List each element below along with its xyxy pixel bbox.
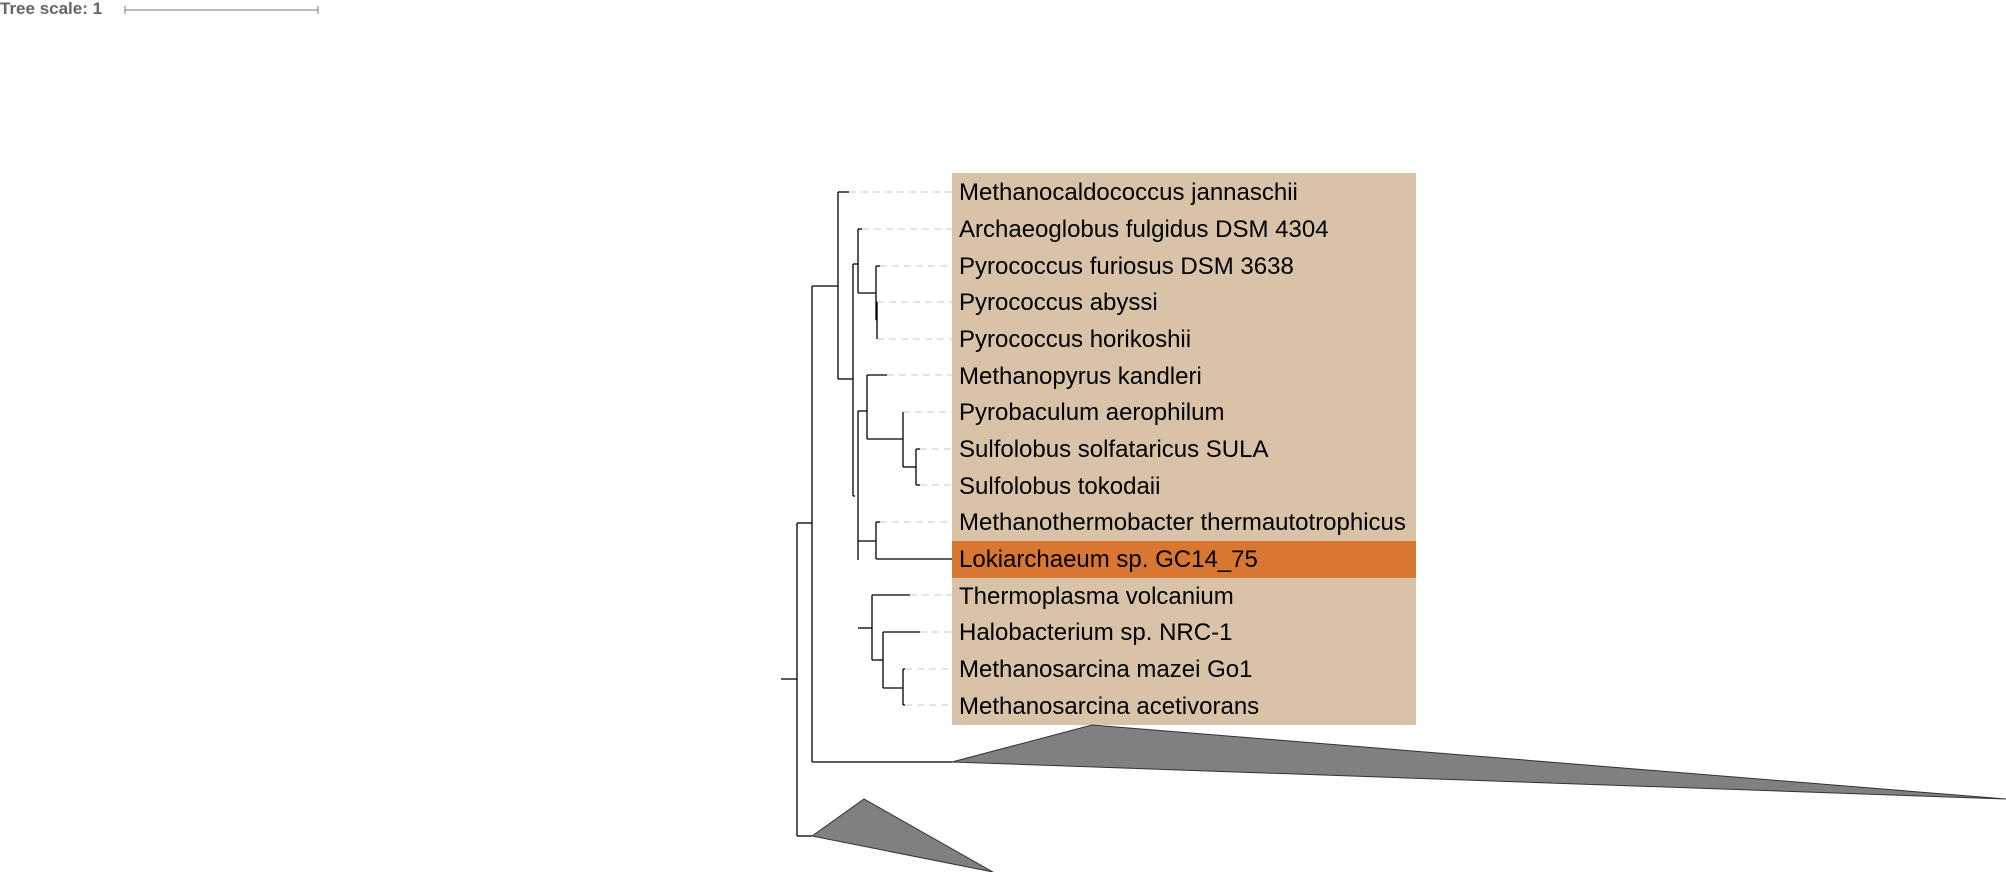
clade-color-band	[952, 173, 1416, 725]
leaf-labels: Methanocaldococcus jannaschii Archaeoglo…	[959, 179, 1406, 720]
leaf-label[interactable]: Sulfolobus tokodaii	[959, 473, 1160, 500]
leaf-label[interactable]: Sulfolobus solfataricus SULA	[959, 436, 1269, 463]
leaf-label[interactable]: Pyrobaculum aerophilum	[959, 399, 1224, 426]
leaf-label[interactable]: Methanosarcina mazei Go1	[959, 656, 1252, 683]
leaf-label[interactable]: Pyrococcus furiosus DSM 3638	[959, 253, 1294, 280]
leaf-label[interactable]: Methanothermobacter thermautotrophicus	[959, 509, 1406, 536]
collapsed-clade-large[interactable]	[951, 724, 2006, 800]
leaf-label[interactable]: Thermoplasma volcanium	[959, 583, 1234, 610]
tree-scale-bar	[124, 6, 319, 14]
leaf-label[interactable]: Methanocaldococcus jannaschii	[959, 179, 1298, 206]
leaf-label[interactable]: Halobacterium sp. NRC-1	[959, 619, 1232, 646]
collapsed-clade-small[interactable]	[810, 798, 994, 872]
highlight-band	[952, 541, 1416, 578]
leaf-label[interactable]: Pyrococcus abyssi	[959, 289, 1158, 316]
tree-branches	[781, 191, 952, 837]
leaf-label[interactable]: Archaeoglobus fulgidus DSM 4304	[959, 216, 1329, 243]
leaf-label[interactable]: Methanopyrus kandleri	[959, 363, 1202, 390]
dashed-connectors	[849, 191, 952, 706]
leaf-label-highlighted[interactable]: Lokiarchaeum sp. GC14_75	[959, 546, 1258, 573]
leaf-label[interactable]: Methanosarcina acetivorans	[959, 693, 1259, 720]
leaf-label[interactable]: Pyrococcus horikoshii	[959, 326, 1191, 353]
tree-scale-label: Tree scale: 1	[0, 0, 102, 18]
tree-scale: Tree scale: 1	[0, 0, 319, 18]
